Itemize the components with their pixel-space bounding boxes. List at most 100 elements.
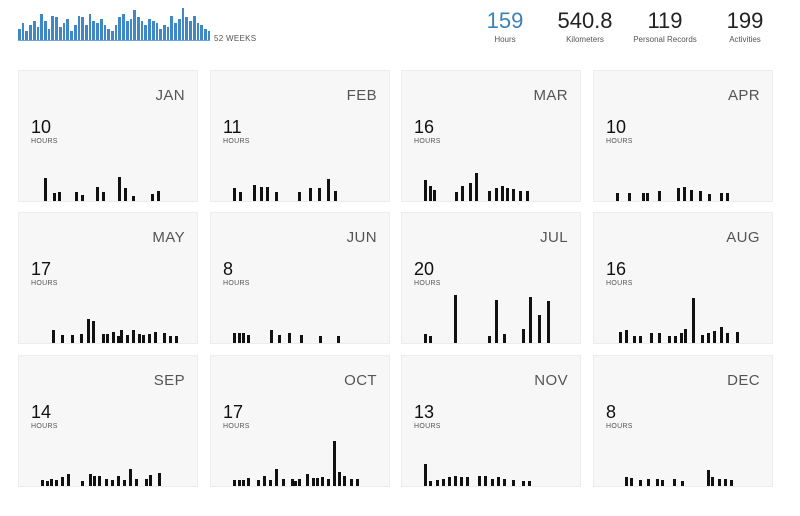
daily-bar bbox=[239, 192, 242, 201]
weekly-bar bbox=[88, 14, 92, 40]
daily-bar bbox=[501, 186, 504, 201]
daily-bar bbox=[75, 192, 78, 201]
weekly-bar bbox=[32, 21, 36, 40]
daily-bar bbox=[436, 480, 439, 486]
weekly-bar bbox=[189, 21, 192, 40]
weekly-bar bbox=[114, 25, 118, 40]
daily-bar bbox=[522, 481, 525, 486]
daily-bar bbox=[690, 190, 693, 201]
month-card-aug[interactable]: AUG 16 HOURS bbox=[593, 212, 773, 344]
daily-bar bbox=[529, 297, 532, 343]
daily-bar bbox=[338, 472, 341, 486]
daily-bar bbox=[321, 477, 324, 486]
month-name: OCT bbox=[344, 372, 377, 389]
weekly-range-label: 52 WEEKS bbox=[214, 34, 257, 43]
month-card-apr[interactable]: APR 10 HOURS bbox=[593, 70, 773, 202]
month-card-jan[interactable]: JAN 10 HOURS bbox=[18, 70, 198, 202]
daily-bar bbox=[149, 475, 152, 486]
daily-bar bbox=[454, 295, 457, 343]
daily-bar bbox=[247, 478, 250, 486]
month-card-jul[interactable]: JUL 20 HOURS bbox=[401, 212, 581, 344]
month-hours-value: 8 bbox=[223, 259, 234, 279]
daily-bar bbox=[126, 335, 129, 343]
daily-bar bbox=[677, 188, 680, 201]
weekly-bar bbox=[170, 16, 174, 40]
daily-bar bbox=[616, 193, 619, 201]
daily-bar bbox=[701, 335, 704, 343]
weekly-bar bbox=[163, 25, 166, 40]
daily-bar bbox=[233, 480, 236, 486]
weekly-bar bbox=[151, 21, 155, 40]
weekly-bar bbox=[118, 17, 122, 40]
month-hours-unit: HOURS bbox=[31, 280, 58, 287]
daily-bar bbox=[720, 193, 723, 201]
daily-bar bbox=[135, 479, 138, 486]
month-hours-unit: HOURS bbox=[414, 280, 441, 287]
daily-bar bbox=[233, 333, 236, 343]
month-daily-bars bbox=[31, 293, 178, 343]
daily-bar bbox=[522, 329, 525, 343]
daily-bar bbox=[512, 480, 515, 486]
daily-bar bbox=[707, 333, 710, 343]
month-card-feb[interactable]: FEB 11 HOURS bbox=[210, 70, 390, 202]
daily-bar bbox=[503, 334, 506, 343]
daily-bar bbox=[429, 336, 432, 343]
month-card-oct[interactable]: OCT 17 HOURS bbox=[210, 355, 390, 487]
daily-bar bbox=[726, 193, 729, 201]
daily-bar bbox=[142, 335, 145, 343]
weekly-bar bbox=[196, 23, 200, 40]
daily-bar bbox=[683, 187, 686, 201]
daily-bar bbox=[736, 332, 739, 343]
daily-bar bbox=[429, 481, 432, 486]
month-name: JUL bbox=[540, 229, 568, 246]
month-card-may[interactable]: MAY 17 HOURS bbox=[18, 212, 198, 344]
daily-bar bbox=[646, 193, 649, 201]
daily-bar bbox=[117, 336, 120, 343]
daily-bar bbox=[424, 334, 427, 343]
month-daily-bars bbox=[223, 151, 369, 201]
daily-bar bbox=[46, 481, 49, 486]
stat-hours-value: 159 bbox=[486, 8, 524, 33]
daily-bar bbox=[461, 186, 464, 201]
stat-personal-records-label: Personal Records bbox=[633, 35, 697, 44]
weekly-bar bbox=[181, 8, 185, 40]
month-hours-unit: HOURS bbox=[223, 280, 250, 287]
daily-bar bbox=[80, 334, 83, 343]
month-hours-value: 17 bbox=[223, 402, 244, 422]
daily-bar bbox=[448, 477, 451, 486]
month-card-nov[interactable]: NOV 13 HOURS bbox=[401, 355, 581, 487]
weekly-bar bbox=[140, 21, 144, 40]
month-card-jun[interactable]: JUN 8 HOURS bbox=[210, 212, 390, 344]
weekly-bar bbox=[92, 21, 96, 40]
daily-bar bbox=[145, 479, 148, 486]
daily-bar bbox=[708, 194, 711, 201]
daily-bar bbox=[650, 333, 653, 343]
month-hours-value: 17 bbox=[31, 259, 52, 279]
daily-bar bbox=[625, 330, 628, 343]
daily-bar bbox=[81, 481, 84, 486]
weekly-bar bbox=[207, 31, 211, 40]
daily-bar bbox=[658, 333, 661, 343]
daily-bar bbox=[506, 188, 509, 201]
daily-bar bbox=[117, 476, 120, 486]
weekly-bar bbox=[55, 17, 58, 40]
daily-bar bbox=[661, 480, 664, 486]
month-card-mar[interactable]: MAR 16 HOURS bbox=[401, 70, 581, 202]
month-card-dec[interactable]: DEC 8 HOURS bbox=[593, 355, 773, 487]
month-card-sep[interactable]: SEP 14 HOURS bbox=[18, 355, 198, 487]
daily-bar bbox=[337, 336, 340, 343]
daily-bar bbox=[123, 480, 126, 486]
daily-bar bbox=[639, 336, 642, 343]
daily-bar bbox=[55, 480, 58, 486]
daily-bar bbox=[726, 333, 729, 343]
daily-bar bbox=[124, 188, 127, 201]
daily-bar bbox=[475, 173, 478, 201]
weekly-bar bbox=[148, 19, 151, 40]
month-name: DEC bbox=[727, 372, 760, 389]
month-hours-value: 10 bbox=[606, 117, 627, 137]
month-daily-bars bbox=[414, 293, 560, 343]
daily-bar bbox=[488, 336, 491, 343]
daily-bar bbox=[157, 191, 160, 201]
month-daily-bars bbox=[606, 436, 752, 486]
daily-bar bbox=[424, 180, 427, 201]
